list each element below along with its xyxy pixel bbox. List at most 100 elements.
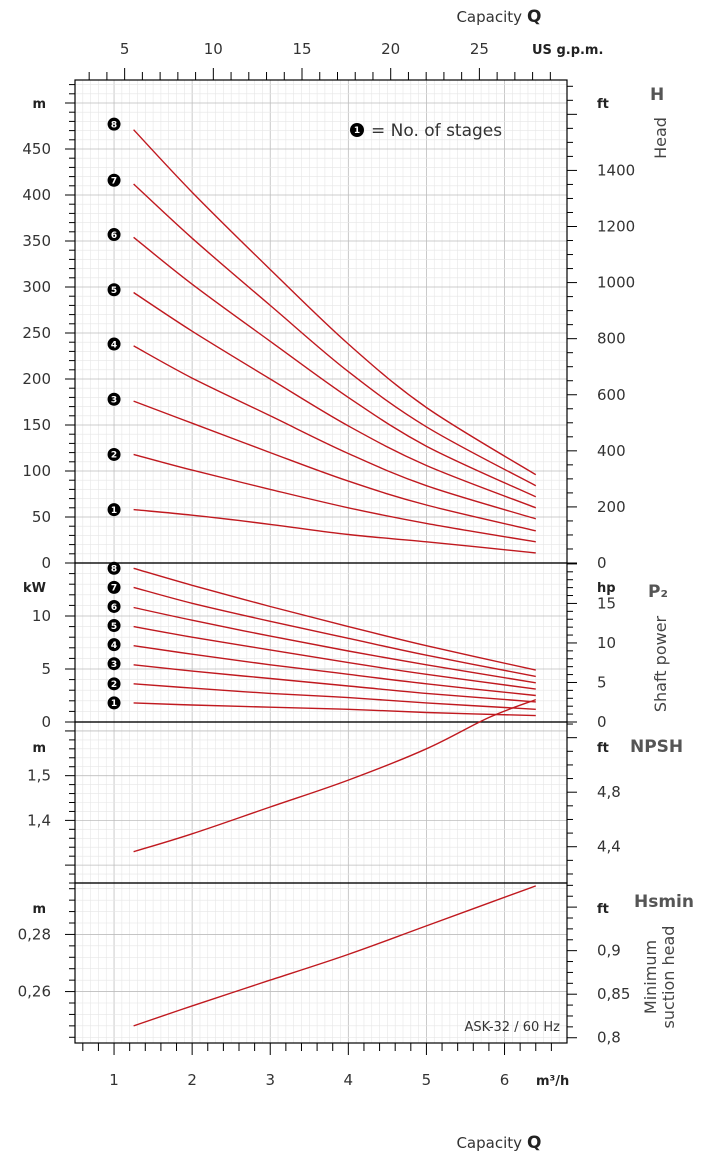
right-tick-label: 0,85 [597, 985, 630, 1003]
legend-badge-number: 1 [354, 126, 360, 136]
bottom-tick-label: 2 [187, 1071, 197, 1089]
stage-badge-number: 5 [111, 622, 117, 632]
top-tick-label: 10 [204, 40, 223, 58]
stage-badge-icon [107, 228, 121, 242]
stage-badge-icon [107, 392, 121, 406]
stage-badge-icon [107, 503, 121, 517]
stage-badge-number: 1 [111, 506, 117, 516]
bottom-tick-label: 1 [109, 1071, 119, 1089]
stage-badge-icon [107, 638, 121, 652]
stage-badge-number: 8 [111, 120, 117, 130]
top-tick-label: 25 [470, 40, 489, 58]
panel-frame-head [74, 79, 568, 564]
stage-badge-icon [107, 337, 121, 351]
left-tick-label: 400 [22, 186, 51, 204]
stage-badge-icon [107, 561, 121, 575]
stage-badge-icon [107, 677, 121, 691]
right-tick-label: 0 [597, 554, 607, 572]
stage-badge-number: 3 [111, 660, 117, 670]
labels: 0501001502002503003504004500200400600800… [18, 40, 694, 1089]
stage-badge-number: 6 [111, 603, 117, 613]
stage-badge-icon [107, 117, 121, 131]
right-unit-label: ft [597, 97, 609, 112]
right-tick-label: 800 [597, 330, 626, 348]
top-tick-label: 5 [120, 40, 130, 58]
stage-badge-number: 2 [111, 451, 117, 461]
curve-head-stages-2 [133, 453, 536, 543]
left-tick-label: 10 [32, 607, 51, 625]
left-tick-label: 150 [22, 416, 51, 434]
hsmin-axis-name-line1: Minimum [641, 940, 660, 1014]
right-tick-label: 1400 [597, 161, 635, 179]
top-tick-label: 20 [381, 40, 400, 58]
stage-badge-number: 3 [111, 396, 117, 406]
curve-power-stages-5 [133, 625, 536, 690]
bottom-tick-label: 6 [500, 1071, 510, 1089]
left-tick-label: 0 [41, 554, 51, 572]
right-tick-label: 4,8 [597, 783, 621, 801]
power-axis-name: Shaft power [651, 615, 670, 712]
bottom-tick-label: 4 [344, 1071, 354, 1089]
left-tick-label: 350 [22, 232, 51, 250]
curve-power-stages-1 [133, 702, 536, 717]
curve-power-stages-2 [133, 683, 536, 710]
axes-frame [65, 68, 577, 1055]
capacity-top-symbol: Q [527, 7, 541, 27]
left-unit-label: m [32, 741, 46, 756]
stage-badge-number: 1 [111, 699, 117, 709]
curve-head-stages-6 [133, 236, 537, 498]
stage-badge-icon [107, 283, 121, 297]
stage-badge-icon [107, 696, 121, 710]
right-tick-label: 1200 [597, 218, 635, 236]
capacity-top-unit: US g.p.m. [532, 43, 603, 58]
stage-badge-icon [107, 447, 121, 461]
right-tick-label: 0,9 [597, 942, 621, 960]
curve-head-stages-3 [133, 400, 536, 532]
right-tick-label: 0 [597, 713, 607, 731]
left-unit-label: kW [23, 581, 46, 596]
left-tick-label: 450 [22, 140, 51, 158]
legend-stage-badge-icon [350, 123, 364, 137]
curve-power-stages-8 [133, 567, 536, 671]
left-tick-label: 300 [22, 278, 51, 296]
left-tick-label: 0 [41, 713, 51, 731]
right-tick-label: 400 [597, 442, 626, 460]
curve-npsh [133, 698, 537, 853]
curve-hsmin [133, 885, 537, 1027]
bottom-tick-label: 5 [422, 1071, 432, 1089]
curve-power-stages-7 [133, 586, 536, 678]
capacity-bottom-symbol: Q [527, 1133, 541, 1153]
legend: 1 = No. of stages [350, 121, 502, 141]
legend-text: = No. of stages [371, 121, 502, 141]
npsh-title: NPSH [630, 737, 683, 757]
model-label: ASK-32 / 60 Hz [465, 1020, 561, 1035]
curve-head-stages-5 [133, 291, 537, 509]
right-tick-label: 600 [597, 386, 626, 404]
stage-badge-number: 5 [111, 286, 117, 296]
stage-badge-number: 4 [111, 340, 117, 350]
stage-badge-icon [107, 173, 121, 187]
left-tick-label: 100 [22, 462, 51, 480]
right-unit-label: hp [597, 581, 616, 596]
capacity-bottom-unit: m³/h [536, 1074, 569, 1089]
right-tick-label: 15 [597, 594, 616, 612]
stage-badge-icon [107, 657, 121, 671]
stage-badge-icon [107, 619, 121, 633]
curve-power-stages-4 [133, 645, 536, 697]
stage-badge-number: 8 [111, 565, 117, 575]
curves [133, 129, 537, 1027]
stage-badge-number: 7 [111, 177, 117, 187]
panel-frame-hsmin [74, 882, 568, 1044]
left-tick-label: 200 [22, 370, 51, 388]
left-tick-label: 250 [22, 324, 51, 342]
right-tick-label: 4,4 [597, 838, 621, 856]
stage-badge-icon [107, 599, 121, 613]
power-title: P₂ [648, 582, 668, 602]
curve-head-stages-4 [133, 345, 537, 520]
hsmin-title: Hsmin [634, 892, 694, 912]
stage-badge-number: 7 [111, 584, 117, 594]
right-unit-label: ft [597, 741, 609, 756]
curve-head-stages-1 [133, 508, 536, 554]
top-tick-label: 15 [292, 40, 311, 58]
